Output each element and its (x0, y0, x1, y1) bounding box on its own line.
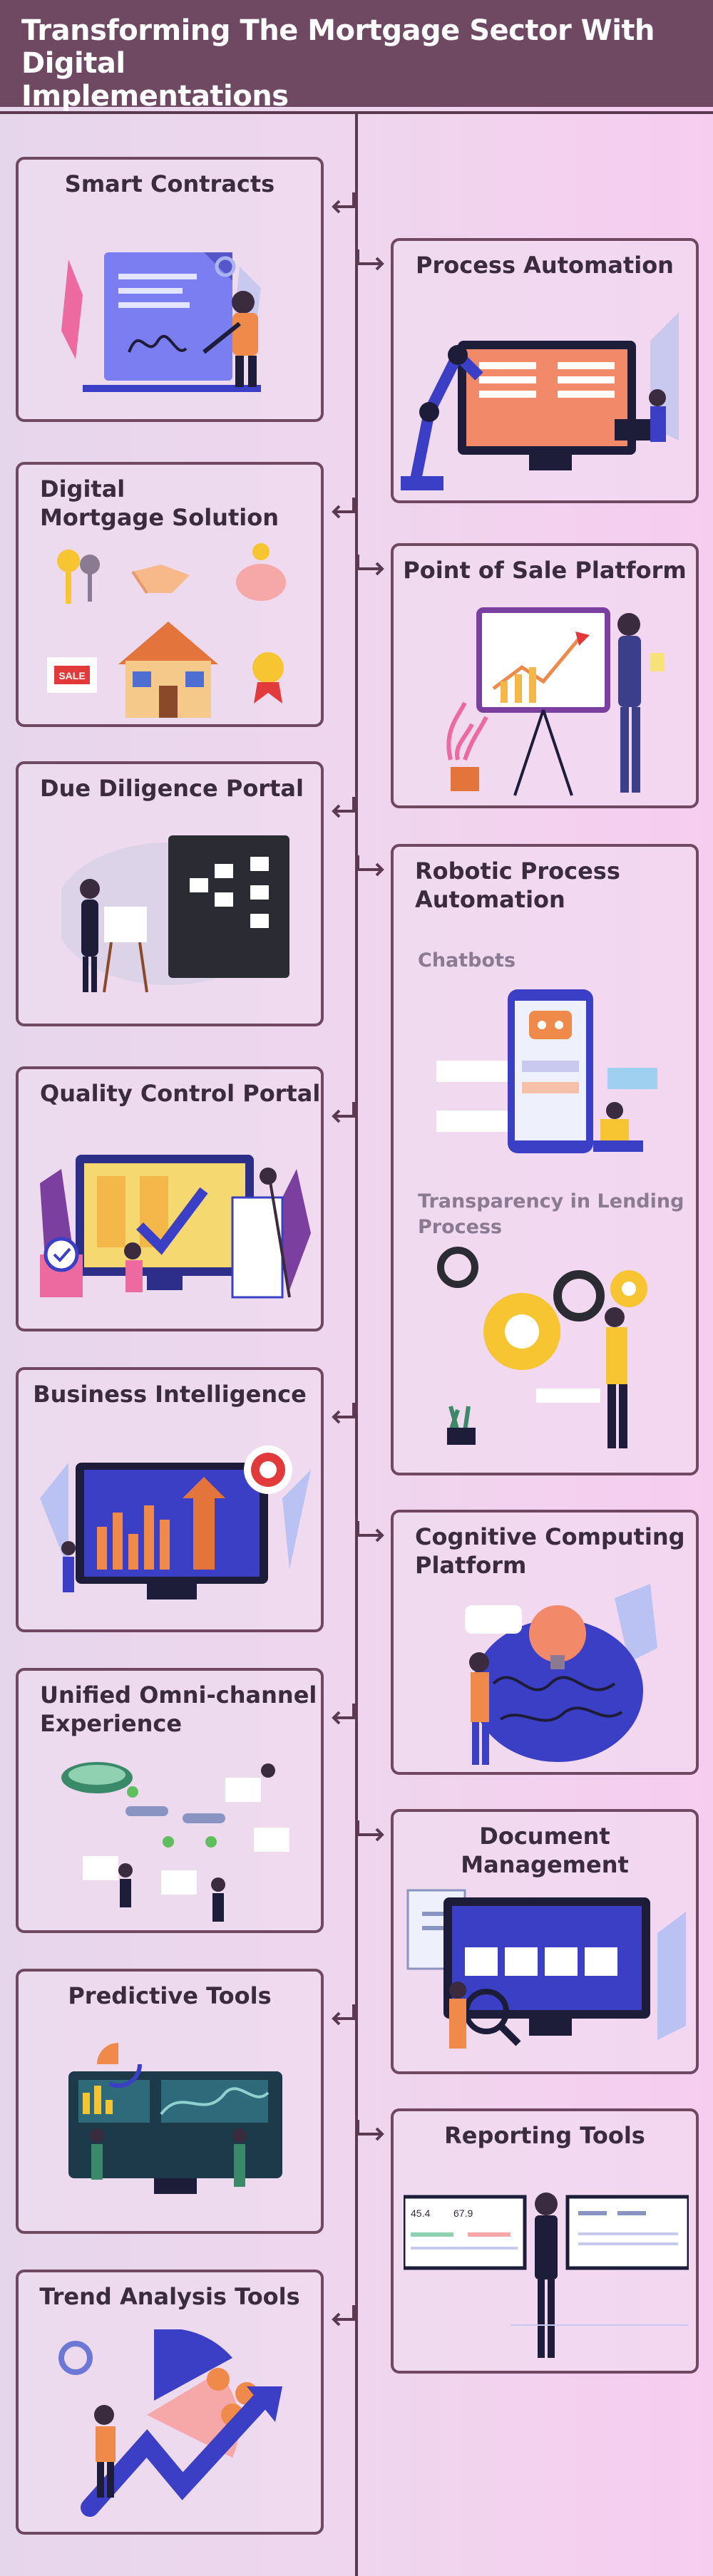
connector-arrow-quality-control (332, 1102, 355, 1123)
rpa-line1: Robotic Process (415, 857, 620, 885)
connector-arrow-rpa (358, 855, 384, 877)
quality-control-illustration (40, 1155, 311, 1299)
transparency-line2: Process (418, 1216, 503, 1238)
reporting-mid-value: 67.9 (453, 2207, 473, 2219)
mortgage-icons-illustration: SALE (47, 543, 286, 718)
digital-mortgage-line1: Digital (40, 475, 125, 503)
connector-arrow-digital-mortgage (332, 498, 355, 519)
rpa-line2: Automation (415, 886, 565, 913)
card-document-management: Document Management (391, 1809, 699, 2074)
omni-channel-illustration (61, 1762, 289, 1922)
header-divider (0, 111, 713, 114)
connector-arrow-predictive-tools (332, 2004, 355, 2026)
card-title-rpa: Robotic Process Automation (394, 857, 696, 914)
process-automation-illustration (401, 312, 679, 490)
point-of-sale-illustration (446, 607, 665, 796)
page-title: Transforming The Mortgage Sector With Di… (21, 14, 692, 113)
card-title-quality-control: Quality Control Portal (40, 1080, 321, 1107)
card-reporting-tools: Reporting Tools 45.4 67.9 (391, 2108, 699, 2374)
handshake-icon (131, 565, 190, 594)
card-title-predictive-tools: Predictive Tools (68, 1982, 272, 2009)
card-title-digital-mortgage: Digital Mortgage Solution (19, 475, 321, 532)
card-due-diligence-portal: Due Diligence Portal (16, 761, 324, 1026)
reporting-left-value: 45.4 (411, 2207, 430, 2219)
page-title-line1: Transforming The Mortgage Sector With Di… (21, 14, 655, 80)
card-title-point-of-sale: Point of Sale Platform (403, 557, 687, 584)
discount-badge-icon (252, 652, 284, 704)
piggy-bank-icon (236, 543, 286, 601)
center-timeline-line (355, 114, 358, 2576)
cognitive-computing-illustration (465, 1584, 657, 1765)
trend-analysis-illustration (58, 2329, 282, 2517)
document-management-illustration (406, 1889, 686, 2049)
page-header: Transforming The Mortgage Sector With Di… (0, 0, 713, 113)
page-title-line2: Implementations (21, 80, 289, 113)
card-title-due-diligence: Due Diligence Portal (40, 775, 304, 802)
card-digital-mortgage-solution: Digital Mortgage Solution SALE (16, 462, 324, 727)
connector-arrow-business-intelligence (332, 1403, 355, 1424)
card-omni-channel-experience: Unified Omni-channel Experience (16, 1668, 324, 1933)
card-title-omni-channel: Unified Omni-channel Experience (19, 1681, 321, 1738)
house-icon (118, 622, 218, 718)
card-predictive-tools: Predictive Tools (16, 1969, 324, 2234)
card-trend-analysis-tools: Trend Analysis Tools (16, 2270, 324, 2535)
keys-icon (57, 550, 100, 604)
card-point-of-sale-platform: Point of Sale Platform (391, 543, 699, 808)
connector-arrow-omni-channel (332, 1704, 355, 1725)
card-title-trend-analysis: Trend Analysis Tools (39, 2283, 300, 2310)
digital-mortgage-line2: Mortgage Solution (40, 504, 279, 531)
card-business-intelligence: Business Intelligence (16, 1367, 324, 1632)
card-quality-control-portal: Quality Control Portal (16, 1066, 324, 1331)
card-title-smart-contracts: Smart Contracts (64, 170, 275, 197)
business-intelligence-illustration (40, 1446, 311, 1599)
card-robotic-process-automation: Robotic Process Automation Chatbots Tran… (391, 844, 699, 1475)
connector-arrow-cognitive-computing (358, 1521, 384, 1542)
cognitive-line1: Cognitive Computing (415, 1523, 685, 1550)
connector-arrow-trend-analysis (332, 2305, 355, 2327)
rpa-subtitle-transparency: Transparency in Lending Process (418, 1189, 684, 1240)
predictive-tools-illustration (68, 2041, 282, 2194)
reporting-tools-illustration: 45.4 67.9 (404, 2193, 689, 2358)
card-title-business-intelligence: Business Intelligence (33, 1381, 307, 1408)
card-title-document-management: Document Management (461, 1823, 629, 1878)
connector-arrow-smart-contracts (332, 192, 355, 214)
connector-arrow-due-diligence (332, 797, 355, 818)
due-diligence-illustration (61, 835, 289, 993)
connector-arrow-document-management (358, 1820, 384, 1842)
omni-line1: Unified Omni-channel (40, 1681, 317, 1709)
card-title-cognitive-computing: Cognitive Computing Platform (394, 1523, 696, 1580)
rpa-subtitle-chatbots: Chatbots (418, 949, 516, 972)
sale-sign-text: SALE (58, 670, 85, 681)
connector-arrow-point-of-sale (358, 555, 384, 576)
card-title-reporting-tools: Reporting Tools (444, 2122, 645, 2149)
cognitive-line2: Platform (415, 1552, 527, 1579)
chatbots-illustration (436, 989, 657, 1153)
card-smart-contracts: Smart Contracts (16, 157, 324, 422)
sale-sign-icon: SALE (47, 657, 97, 693)
transparency-illustration (437, 1247, 647, 1448)
connector-arrow-reporting-tools (358, 2120, 384, 2141)
connector-arrow-process-automation (358, 249, 384, 271)
card-cognitive-computing-platform: Cognitive Computing Platform (391, 1510, 699, 1775)
transparency-line1: Transparency in Lending (418, 1190, 684, 1212)
omni-line2: Experience (40, 1710, 183, 1737)
card-title-process-automation: Process Automation (416, 252, 674, 279)
card-process-automation: Process Automation (391, 238, 699, 503)
contract-signing-illustration (61, 252, 261, 392)
